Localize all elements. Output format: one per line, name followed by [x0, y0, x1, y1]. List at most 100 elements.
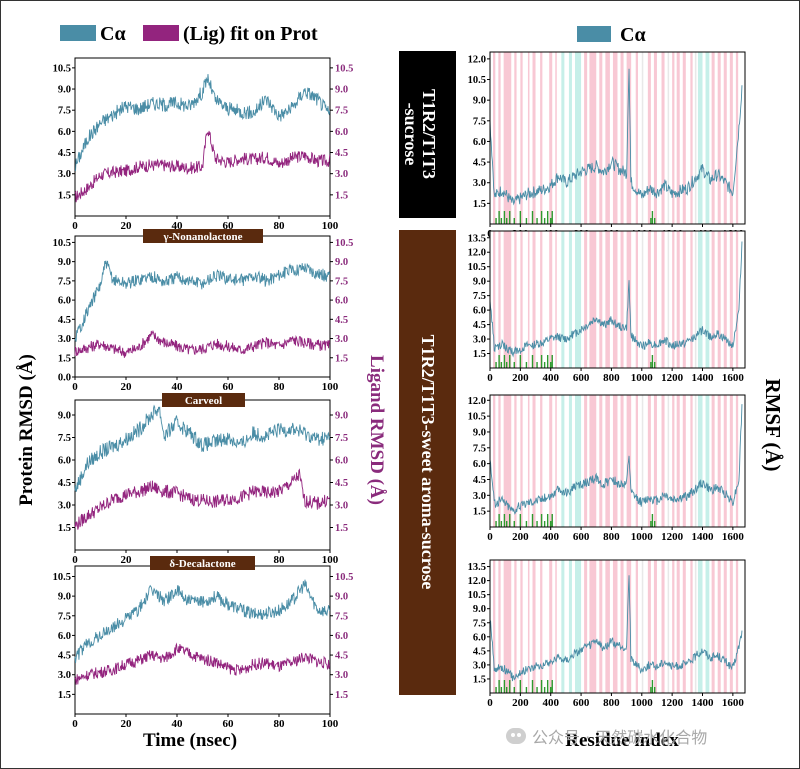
- control-group-label-line2: -sucrose: [401, 103, 421, 166]
- y-tick-label: 10.5: [468, 75, 486, 86]
- protein-rmsd-line: [74, 74, 331, 172]
- x-tick-label: 200: [512, 531, 529, 543]
- helix-band: [635, 231, 638, 368]
- rmsf-plot-frame: [489, 230, 746, 369]
- helix-band: [584, 231, 588, 368]
- y-tick-label: 7.5: [58, 276, 71, 287]
- loop-band: [641, 395, 644, 527]
- x-tick-label: 1400: [692, 531, 715, 543]
- helix-band: [729, 231, 733, 368]
- y-tick-label: 1.5: [473, 674, 486, 685]
- y-tick-label: 7.5: [473, 291, 486, 302]
- helix-band: [493, 395, 496, 527]
- y-tick-label: 7.5: [473, 618, 486, 629]
- strand-band: [568, 231, 572, 368]
- x-tick-label: 400: [542, 372, 559, 384]
- helix-band: [520, 231, 523, 368]
- ligand-rmsd-axis-title: Ligand RMSD (Å): [366, 355, 387, 505]
- protein-legend-label: Cα: [100, 23, 126, 45]
- y-tick-label: 4.5: [58, 315, 71, 326]
- helix-band: [589, 231, 597, 368]
- x-tick-label: 400: [542, 531, 559, 543]
- x-tick-label: 60: [223, 381, 235, 393]
- helix-band: [514, 52, 517, 224]
- y-tick-label: 6.0: [58, 456, 71, 467]
- helix-band: [584, 395, 588, 527]
- control-group-box: [399, 51, 456, 218]
- helix-band: [676, 560, 680, 693]
- strand-band: [561, 560, 565, 693]
- helix-band: [555, 52, 557, 224]
- x-tick-label: 1600: [722, 697, 745, 709]
- strand-band: [697, 560, 703, 693]
- x-tick-label: 0: [72, 554, 78, 566]
- helix-band: [723, 52, 727, 224]
- helix-band: [690, 52, 693, 224]
- strand-band: [705, 560, 710, 693]
- rmsd-chart-2: 0 20 40 60 80 100 0.0 1.5 3.0 4.5 6.0 7.5 9.0 10.5 1.5…: [53, 229, 353, 393]
- y-tick-label: 12.0: [468, 396, 486, 407]
- helix-band: [626, 52, 632, 224]
- helix-band: [612, 560, 618, 693]
- x-tick-label: 80: [274, 220, 286, 232]
- y-tick-label: 9.0: [473, 604, 486, 615]
- y-tick-label: 1.5: [58, 690, 71, 701]
- helix-band: [690, 231, 693, 368]
- helix-band: [540, 231, 543, 368]
- helix-band: [676, 395, 680, 527]
- rmsd-chart-4: 0 20 40 60 80 100 1.5 3.0 4.5 6.0 7.5 9.0 10.5 1.5 3.0…: [53, 556, 353, 730]
- rmsd-plot-frame: [74, 565, 331, 715]
- helix-band: [540, 52, 543, 224]
- x-tick-label: 40: [172, 220, 184, 232]
- ligand-legend-label: (Lig) fit on Prot: [183, 23, 318, 45]
- strand-band: [575, 560, 582, 693]
- y2-tick-label: 4.5: [335, 315, 348, 326]
- y-tick-label: 10.5: [53, 238, 71, 249]
- helix-band: [612, 52, 618, 224]
- strand-band: [705, 52, 710, 224]
- y2-tick-label: 4.5: [335, 148, 348, 159]
- rmsd-plot-frame: [74, 235, 331, 378]
- x-tick-label: 20: [121, 381, 133, 393]
- strand-band: [561, 52, 565, 224]
- helix-band: [647, 231, 651, 368]
- ligand-name-badge: [150, 556, 255, 570]
- helix-band: [532, 52, 536, 224]
- y-tick-label: 6.0: [58, 127, 71, 138]
- helix-band: [555, 395, 557, 527]
- x-tick-label: 1200: [661, 697, 684, 709]
- x-tick-label: 0: [72, 718, 78, 730]
- strand-band: [697, 52, 703, 224]
- loop-band: [694, 395, 697, 527]
- rmsf-plot-frame: [489, 51, 746, 225]
- y-tick-label: 12.0: [468, 248, 486, 259]
- y2-tick-label: 1.5: [335, 523, 348, 534]
- y-tick-label: 4.5: [58, 651, 71, 662]
- rmsd-chart-3: 0204060801001.53.04.56.07.59.01.53.04.56…: [58, 393, 348, 566]
- x-tick-label: 20: [121, 220, 133, 232]
- y-tick-label: 4.5: [473, 475, 486, 486]
- y-tick-label: 1.5: [58, 523, 71, 534]
- helix-band: [729, 52, 733, 224]
- ligand-name-label: Carveol: [185, 395, 222, 407]
- strand-band: [568, 395, 572, 527]
- rmsd-chart-1: 0 20 40 60 80 100 1.5 3.0 4.5 6.0 7.5 9.0 10.5 1.5 3.0…: [53, 57, 353, 232]
- loop-band: [641, 560, 644, 693]
- x-tick-label: 400: [542, 697, 559, 709]
- y-tick-label: 1.5: [58, 353, 71, 364]
- x-tick-label: 1200: [661, 372, 684, 384]
- strand-band: [568, 52, 572, 224]
- y-tick-label: 7.5: [58, 611, 71, 622]
- ligand-name-label: δ-Decalactone: [169, 558, 235, 570]
- y-tick-label: 3.0: [473, 178, 486, 189]
- y2-tick-label: 1.5: [335, 690, 348, 701]
- helix-band: [493, 560, 496, 693]
- residue-axis-title: Residue index: [565, 730, 679, 751]
- helix-band: [605, 52, 610, 224]
- helix-band: [682, 560, 686, 693]
- y2-tick-label: 4.5: [335, 651, 348, 662]
- helix-band: [635, 395, 638, 527]
- y-tick-label: 7.5: [473, 116, 486, 127]
- helix-band: [549, 395, 553, 527]
- helix-band: [498, 52, 501, 224]
